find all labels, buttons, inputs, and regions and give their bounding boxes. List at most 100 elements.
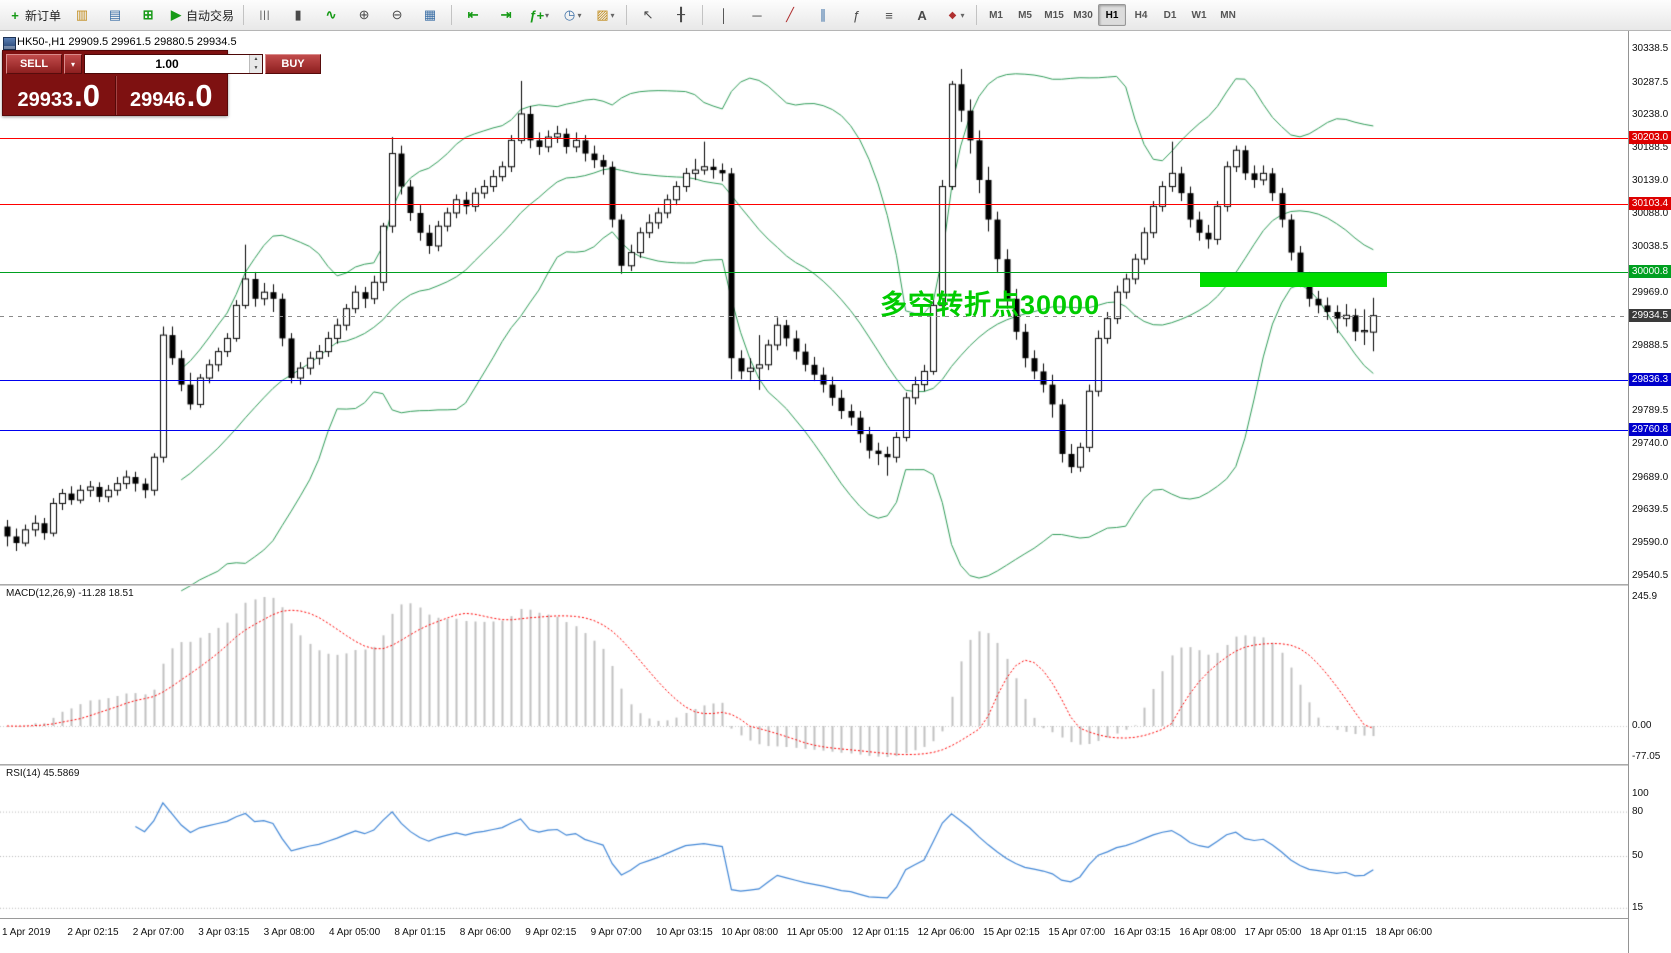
highlight-rectangle-object[interactable] bbox=[1200, 273, 1387, 287]
price-tag-30203.0: 30203.0 bbox=[1629, 131, 1671, 145]
volume-preset-dropdown-button[interactable]: ▾ bbox=[64, 54, 83, 74]
dropdown-arrow-icon: ▾ bbox=[577, 10, 582, 20]
new-order-button[interactable]: + 新订单 bbox=[4, 2, 65, 28]
horizontal-level-line-29934.5[interactable] bbox=[0, 315, 1628, 317]
trendline-button[interactable]: ╱ bbox=[774, 2, 806, 28]
dropdown-arrow-icon: ▾ bbox=[544, 10, 549, 20]
time-axis-label: 8 Apr 01:15 bbox=[394, 927, 446, 938]
panel-separator-macd-rsi[interactable] bbox=[0, 764, 1671, 766]
templates-button[interactable]: ▨ ▾ bbox=[589, 2, 621, 28]
timeframe-m30-button[interactable]: M30 bbox=[1073, 9, 1093, 21]
toolbar-separator bbox=[702, 5, 704, 25]
one-click-trading-panel: SELL ▾ ▲ ▼ BUY 29933 .0 29946 .0 bbox=[2, 50, 322, 116]
price-axis-label: 29689.0 bbox=[1632, 471, 1669, 483]
time-axis-label: 10 Apr 08:00 bbox=[721, 927, 779, 938]
horizontal-level-line-29836.3[interactable] bbox=[0, 380, 1628, 382]
timeframe-d1-button[interactable]: D1 bbox=[1163, 9, 1177, 21]
volume-spinner: ▲ ▼ bbox=[249, 55, 263, 73]
cursor-button[interactable]: ↖ bbox=[632, 2, 664, 28]
indicators-button[interactable]: ƒ+ ▾ bbox=[523, 2, 555, 28]
buy-price[interactable]: 29946 .0 bbox=[116, 76, 228, 115]
zoom-out-button[interactable]: ⊖ bbox=[381, 2, 413, 28]
timeframe-m5-button[interactable]: M5 bbox=[1018, 9, 1032, 21]
navigator-icon: ⊞ bbox=[142, 7, 154, 22]
vertical-line-button[interactable]: │ bbox=[708, 2, 740, 28]
time-axis-label: 16 Apr 08:00 bbox=[1179, 927, 1236, 938]
zoom-in-button[interactable]: ⊕ bbox=[348, 2, 380, 28]
market-watch-button[interactable]: ▥ bbox=[66, 2, 98, 28]
sell-price[interactable]: 29933 .0 bbox=[3, 76, 115, 115]
buy-price-pips: .0 bbox=[186, 78, 213, 113]
time-axis-label: 15 Apr 07:00 bbox=[1048, 927, 1106, 938]
tile-windows-icon: ▦ bbox=[423, 7, 437, 22]
templates-icon: ▨ bbox=[596, 7, 609, 22]
price-tag-30103.4: 30103.4 bbox=[1629, 197, 1671, 211]
sell-price-pips: .0 bbox=[74, 78, 100, 113]
timeframe-w1-button[interactable]: W1 bbox=[1191, 9, 1207, 21]
navigator-button[interactable]: ⊞ bbox=[132, 2, 164, 28]
chart-candles-button[interactable]: ▮ bbox=[282, 2, 314, 28]
autotrading-button[interactable]: ▶ 自动交易 bbox=[165, 2, 238, 28]
shapes-button[interactable]: ≡ bbox=[873, 2, 905, 28]
horizontal-line-icon: ─ bbox=[752, 7, 762, 23]
crosshair-icon: ╂ bbox=[677, 7, 685, 22]
rsi-indicator-label: RSI(14) 45.5869 bbox=[6, 768, 80, 779]
arrows-button[interactable]: ◆ ▾ bbox=[939, 2, 971, 28]
text-annotation-object[interactable]: 多空转折点30000 bbox=[880, 290, 1101, 320]
volume-input[interactable] bbox=[85, 55, 250, 73]
timeframe-m1-button[interactable]: M1 bbox=[989, 9, 1003, 21]
data-window-button[interactable]: ▤ bbox=[99, 2, 131, 28]
volume-down-button[interactable]: ▼ bbox=[250, 64, 263, 73]
autotrading-icon: ▶ bbox=[171, 7, 182, 22]
horizontal-level-line-30000.8[interactable] bbox=[0, 271, 1628, 273]
timeframe-h4-button[interactable]: H4 bbox=[1134, 9, 1148, 21]
chart-line-button[interactable]: ∿ bbox=[315, 2, 347, 28]
auto-scroll-button[interactable]: ⇥ bbox=[490, 2, 522, 28]
panel-separator-main-macd[interactable] bbox=[0, 584, 1671, 586]
horizontal-line-button[interactable]: ─ bbox=[741, 2, 773, 28]
channel-button[interactable]: ∥ bbox=[807, 2, 839, 28]
volume-box: ▲ ▼ bbox=[84, 54, 264, 74]
text-label-icon: A bbox=[917, 7, 927, 23]
time-axis-label: 18 Apr 06:00 bbox=[1375, 927, 1433, 938]
time-axis-label: 3 Apr 03:15 bbox=[198, 927, 250, 938]
horizontal-level-line-29760.8[interactable] bbox=[0, 430, 1628, 432]
time-axis-label: 15 Apr 02:15 bbox=[983, 927, 1040, 938]
toolbar-separator bbox=[626, 5, 628, 25]
chart-candles-icon: ▮ bbox=[294, 7, 302, 22]
rsi-axis-label: 80 bbox=[1632, 806, 1644, 817]
panel-separator-time-axis bbox=[0, 918, 1671, 919]
price-axis-label: 30238.0 bbox=[1632, 109, 1669, 121]
zoom-out-icon: ⊖ bbox=[391, 7, 403, 22]
new-order-label: 新订单 bbox=[25, 8, 62, 23]
buy-button[interactable]: BUY bbox=[265, 54, 322, 74]
time-axis-label: 17 Apr 05:00 bbox=[1244, 927, 1302, 938]
chart-line-icon: ∿ bbox=[325, 7, 337, 22]
horizontal-level-line-30103.4[interactable] bbox=[0, 204, 1628, 206]
horizontal-level-line-30203.0[interactable] bbox=[0, 138, 1628, 140]
indicators-icon: ƒ+ bbox=[529, 7, 544, 23]
price-axis[interactable]: 30203.0 30103.4 30000.8 29934.5 29836.3 29760… bbox=[1628, 30, 1671, 953]
crosshair-button[interactable]: ╂ bbox=[665, 2, 697, 28]
timeframe-mn-button[interactable]: MN bbox=[1220, 9, 1236, 21]
time-axis[interactable]: 1 Apr 2019 2 Apr 02:15 2 Apr 07:00 3 Apr 03… bbox=[0, 920, 1628, 953]
tile-windows-button[interactable]: ▦ bbox=[414, 2, 446, 28]
volume-up-button[interactable]: ▲ bbox=[250, 55, 263, 64]
fibonacci-button[interactable]: ƒ bbox=[840, 2, 872, 28]
chart-bars-button[interactable]: ||| bbox=[249, 2, 281, 28]
cursor-icon: ↖ bbox=[642, 7, 654, 22]
timeframe-h1-button[interactable]: H1 bbox=[1098, 4, 1127, 26]
periods-button[interactable]: ◷ ▾ bbox=[556, 2, 588, 28]
price-axis-label: 30338.5 bbox=[1632, 42, 1669, 54]
text-label-button[interactable]: A bbox=[906, 2, 938, 28]
macd-axis-label: 245.9 bbox=[1632, 591, 1658, 602]
macd-axis-label: 0.00 bbox=[1632, 720, 1652, 731]
time-axis-label: 8 Apr 06:00 bbox=[459, 927, 511, 938]
chart-shift-button[interactable]: ⇤ bbox=[457, 2, 489, 28]
timeframe-m15-button[interactable]: M15 bbox=[1044, 9, 1064, 21]
sell-button[interactable]: SELL bbox=[6, 54, 62, 74]
price-axis-label: 30038.5 bbox=[1632, 240, 1669, 252]
time-axis-label: 3 Apr 08:00 bbox=[263, 927, 315, 938]
